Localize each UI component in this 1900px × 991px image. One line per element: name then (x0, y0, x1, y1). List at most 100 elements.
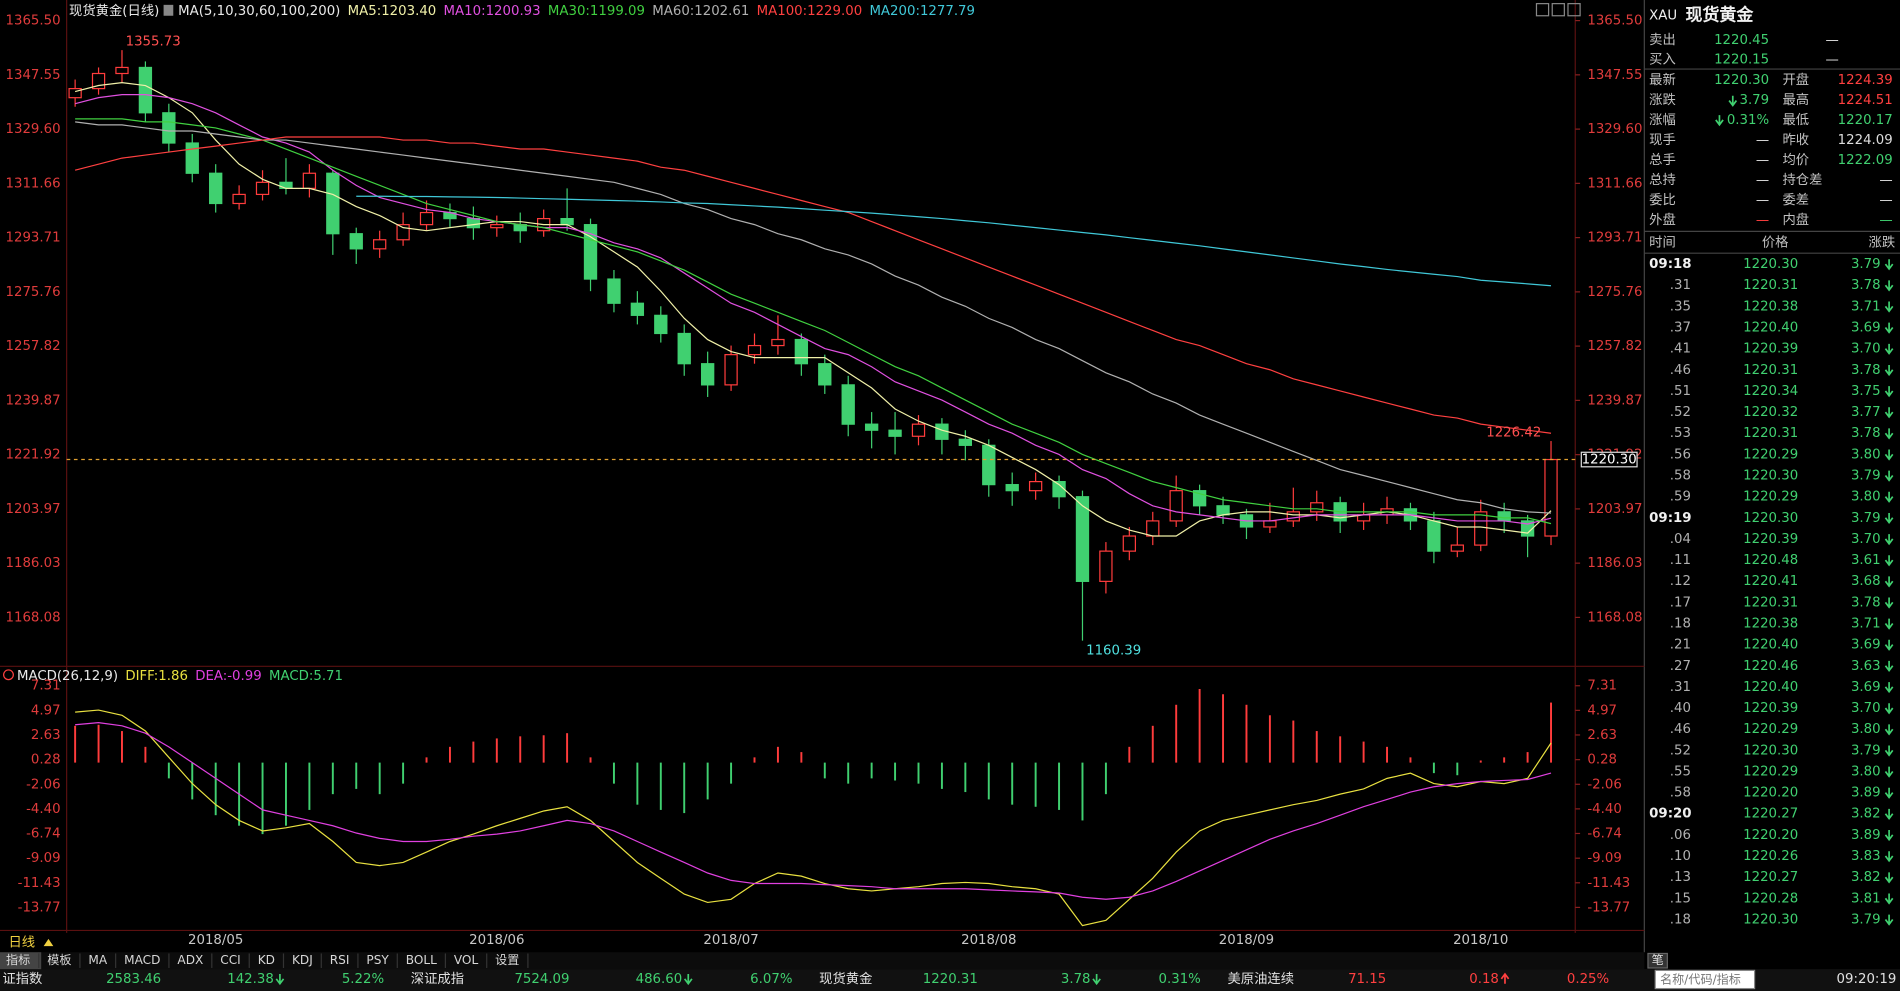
trade-change: 3.71 (1851, 616, 1881, 631)
trade-change: 3.71 (1851, 299, 1881, 314)
trade-price: 1220.31 (1743, 278, 1798, 293)
window-button[interactable] (1551, 3, 1565, 17)
quote-label: 委差 (1782, 192, 1809, 208)
quote-value: — (1879, 173, 1892, 188)
candle-body (302, 172, 317, 189)
candle-body (419, 211, 434, 226)
legend-entry: DEA:-0.99 (195, 669, 261, 684)
y-tick-label: 1293.71 (1587, 231, 1642, 246)
y-tick-label: 4.97 (1587, 703, 1617, 718)
ticker-percent: 0.31% (1159, 972, 1201, 987)
quote-label: 委比 (1649, 192, 1676, 208)
candle-body (677, 332, 691, 365)
trade-change: 3.80 (1851, 764, 1881, 779)
search-box[interactable] (1654, 969, 1756, 990)
indicator-tab[interactable]: 设置 (495, 953, 519, 967)
trade-time: .31 (1670, 278, 1691, 293)
trade-price: 1220.41 (1743, 574, 1798, 589)
indicator-tab[interactable]: 模板 (47, 953, 71, 967)
trend-arrow (1884, 639, 1894, 651)
trade-price: 1220.31 (1743, 426, 1798, 441)
trade-time: .13 (1670, 870, 1691, 885)
y-tick-label: 1168.08 (1587, 610, 1642, 625)
quote-value: 1224.09 (1838, 133, 1893, 148)
column-header: 时间 (1649, 234, 1676, 250)
y-tick-label: -2.06 (26, 777, 60, 792)
indicator-tab[interactable]: MA (88, 953, 107, 967)
candle-body (560, 217, 574, 226)
indicator-tab[interactable]: 指标 (6, 952, 30, 967)
trend-arrow (1884, 745, 1894, 757)
trade-price: 1220.30 (1743, 469, 1798, 484)
trade-change: 3.83 (1851, 849, 1881, 864)
candle-body (490, 224, 504, 229)
candle-body (1052, 481, 1066, 498)
indicator-tab[interactable]: CCI (220, 953, 240, 967)
quote-code: XAU (1649, 9, 1677, 24)
x-tick-label: 2018/05 (188, 933, 243, 948)
quote-value: — (1756, 133, 1769, 148)
candle-body (958, 438, 973, 446)
quote-value: 1222.09 (1838, 153, 1893, 168)
trade-time: .56 (1670, 447, 1691, 462)
indicator-tab[interactable]: PSY (366, 953, 389, 967)
quote-value: — (1879, 213, 1892, 228)
trade-change: 3.70 (1851, 532, 1881, 547)
trade-price: 1220.26 (1743, 849, 1798, 864)
legend-entry: MA100:1229.00 (757, 4, 863, 19)
y-tick-label: 1203.97 (1587, 502, 1642, 517)
trade-time: .11 (1670, 553, 1691, 568)
indicator-tab[interactable]: ADX (177, 953, 203, 967)
indicator-tab[interactable]: KD (258, 953, 275, 967)
candle-body (747, 344, 762, 356)
indicator-tab[interactable]: KDJ (292, 953, 313, 967)
trade-price: 1220.27 (1743, 870, 1798, 885)
quote-label: 均价 (1782, 152, 1809, 168)
legend-entry: MA30:1199.09 (548, 4, 645, 19)
trade-change: 3.78 (1851, 278, 1881, 293)
quote-label: 最高 (1782, 91, 1809, 108)
candle-body (864, 423, 879, 431)
trade-price: 1220.29 (1743, 490, 1798, 505)
indicator-tab[interactable]: MACD (124, 953, 160, 967)
trend-arrow (1884, 660, 1894, 673)
trade-time: .41 (1670, 342, 1691, 357)
period-tab[interactable]: 日线 (8, 935, 35, 951)
trade-price: 1220.30 (1743, 743, 1798, 758)
legend-entry: MA10:1200.93 (444, 4, 541, 19)
indicator-tab[interactable]: BOLL (406, 953, 437, 967)
trend-arrow (1884, 470, 1894, 482)
window-button[interactable] (1535, 3, 1550, 17)
trade-change: 3.79 (1851, 257, 1881, 272)
candle-body (373, 239, 387, 250)
quote-value: 1220.30 (1714, 73, 1769, 88)
indicator-tab[interactable]: RSI (330, 953, 350, 967)
trend-arrow (1884, 386, 1894, 398)
candle-body (1286, 511, 1300, 522)
trend-arrow (1884, 449, 1894, 461)
trade-change: 3.80 (1851, 490, 1881, 505)
trend-arrow (683, 974, 693, 986)
ticker-change: 0.18 (1469, 972, 1499, 987)
ticker-percent: 5.22% (342, 972, 384, 987)
window-button[interactable] (1567, 3, 1581, 17)
candle-body (1028, 481, 1043, 492)
search-placeholder[interactable]: 名称/代码/指标 (1660, 972, 1741, 987)
trade-time: .06 (1670, 828, 1691, 843)
y-tick-label: -6.74 (26, 826, 60, 841)
candle-body (255, 181, 270, 196)
candle-body (911, 423, 926, 437)
indicator-tab[interactable]: VOL (454, 953, 479, 967)
trade-time: .55 (1670, 764, 1691, 779)
tick-button[interactable] (1647, 952, 1668, 969)
candle-body (1005, 484, 1019, 492)
trend-arrow (1884, 343, 1894, 355)
y-tick-label: -13.77 (1587, 900, 1630, 915)
trade-time: .18 (1670, 912, 1691, 927)
trade-change: 3.82 (1851, 870, 1881, 885)
y-tick-label: 1186.03 (1587, 556, 1642, 571)
tick-button-label[interactable]: 笔 (1652, 952, 1664, 967)
trend-arrow (1884, 491, 1894, 503)
